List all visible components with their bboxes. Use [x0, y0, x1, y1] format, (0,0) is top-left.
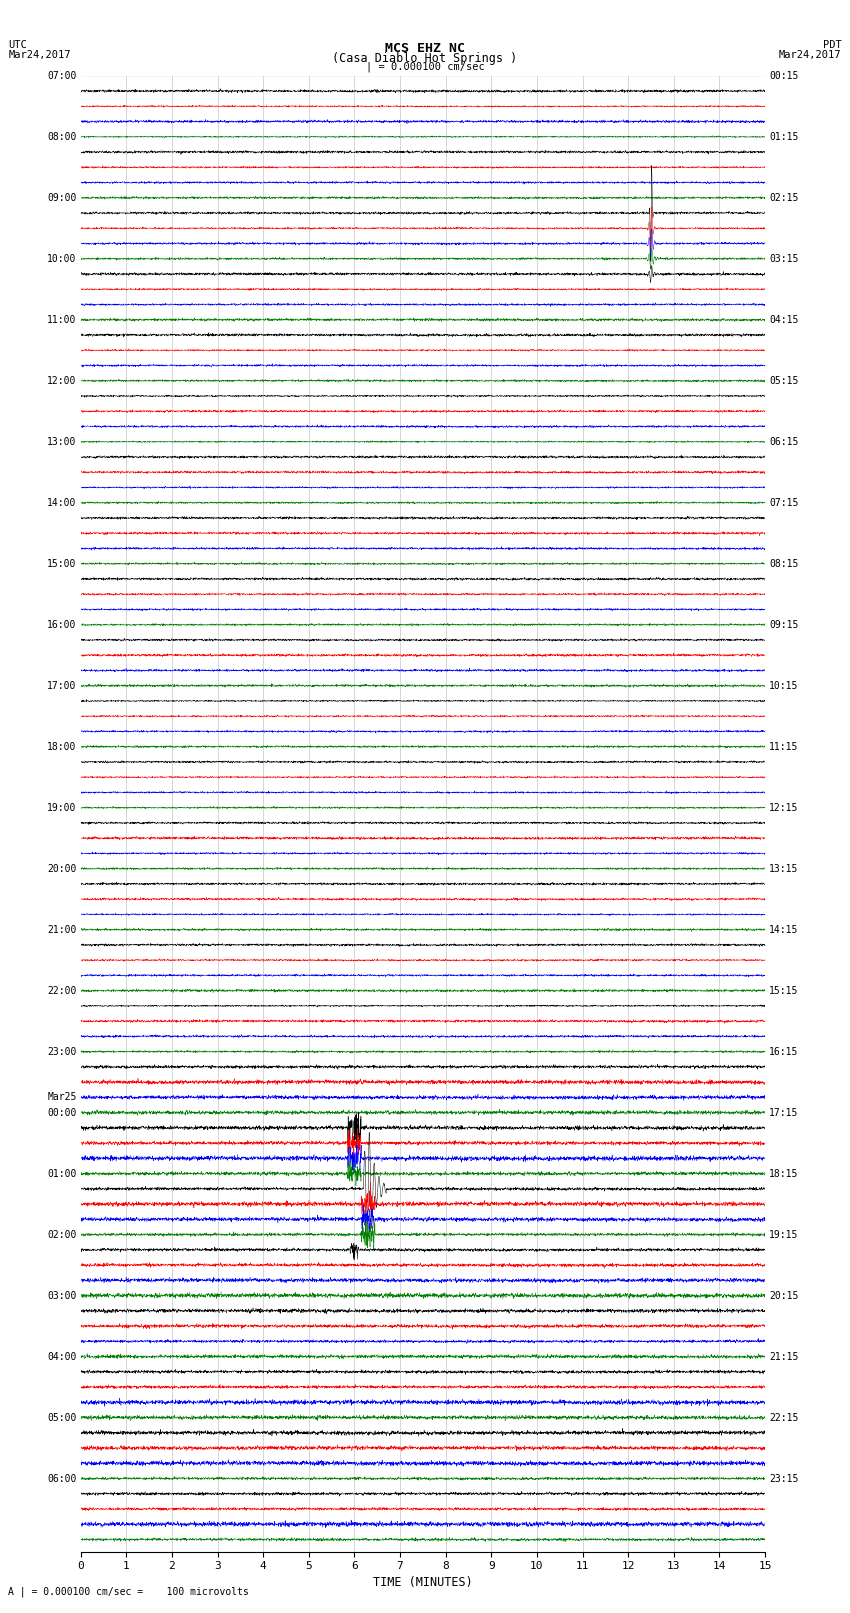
Text: 18:15: 18:15	[769, 1168, 798, 1179]
Text: 08:15: 08:15	[769, 558, 798, 569]
Text: 22:00: 22:00	[48, 986, 76, 995]
Text: 04:15: 04:15	[769, 315, 798, 324]
Text: 02:00: 02:00	[48, 1229, 76, 1239]
Text: 19:15: 19:15	[769, 1229, 798, 1239]
Text: 19:00: 19:00	[48, 803, 76, 813]
Text: 11:00: 11:00	[48, 315, 76, 324]
Text: 16:15: 16:15	[769, 1047, 798, 1057]
Text: 20:15: 20:15	[769, 1290, 798, 1300]
Text: 08:00: 08:00	[48, 132, 76, 142]
Text: 21:15: 21:15	[769, 1352, 798, 1361]
Text: 13:15: 13:15	[769, 863, 798, 874]
Text: 03:00: 03:00	[48, 1290, 76, 1300]
Text: 14:15: 14:15	[769, 924, 798, 934]
Text: PDT: PDT	[823, 40, 842, 50]
Text: 05:00: 05:00	[48, 1413, 76, 1423]
Text: 15:00: 15:00	[48, 558, 76, 569]
Text: Mar25: Mar25	[48, 1092, 76, 1102]
Text: Mar24,2017: Mar24,2017	[779, 50, 842, 60]
Text: 12:00: 12:00	[48, 376, 76, 386]
Text: 15:15: 15:15	[769, 986, 798, 995]
Text: 11:15: 11:15	[769, 742, 798, 752]
Text: 09:15: 09:15	[769, 619, 798, 629]
Text: 01:15: 01:15	[769, 132, 798, 142]
Text: 00:00: 00:00	[48, 1108, 76, 1118]
Text: 20:00: 20:00	[48, 863, 76, 874]
Text: 00:15: 00:15	[769, 71, 798, 81]
Text: 22:15: 22:15	[769, 1413, 798, 1423]
Text: 21:00: 21:00	[48, 924, 76, 934]
Text: (Casa Diablo Hot Springs ): (Casa Diablo Hot Springs )	[332, 52, 518, 65]
Text: 01:00: 01:00	[48, 1168, 76, 1179]
Text: 17:15: 17:15	[769, 1108, 798, 1118]
Text: | = 0.000100 cm/sec: | = 0.000100 cm/sec	[366, 61, 484, 73]
Text: 06:00: 06:00	[48, 1474, 76, 1484]
Text: 09:00: 09:00	[48, 194, 76, 203]
Text: A | = 0.000100 cm/sec =    100 microvolts: A | = 0.000100 cm/sec = 100 microvolts	[8, 1586, 249, 1597]
X-axis label: TIME (MINUTES): TIME (MINUTES)	[373, 1576, 473, 1589]
Text: 16:00: 16:00	[48, 619, 76, 629]
Text: 18:00: 18:00	[48, 742, 76, 752]
Text: 04:00: 04:00	[48, 1352, 76, 1361]
Text: MCS EHZ NC: MCS EHZ NC	[385, 42, 465, 55]
Text: UTC: UTC	[8, 40, 27, 50]
Text: 13:00: 13:00	[48, 437, 76, 447]
Text: 05:15: 05:15	[769, 376, 798, 386]
Text: 07:00: 07:00	[48, 71, 76, 81]
Text: 06:15: 06:15	[769, 437, 798, 447]
Text: 14:00: 14:00	[48, 498, 76, 508]
Text: 02:15: 02:15	[769, 194, 798, 203]
Text: 10:00: 10:00	[48, 253, 76, 265]
Text: 12:15: 12:15	[769, 803, 798, 813]
Text: 03:15: 03:15	[769, 253, 798, 265]
Text: 07:15: 07:15	[769, 498, 798, 508]
Text: 23:00: 23:00	[48, 1047, 76, 1057]
Text: 23:15: 23:15	[769, 1474, 798, 1484]
Text: 17:00: 17:00	[48, 681, 76, 690]
Text: Mar24,2017: Mar24,2017	[8, 50, 71, 60]
Text: 10:15: 10:15	[769, 681, 798, 690]
